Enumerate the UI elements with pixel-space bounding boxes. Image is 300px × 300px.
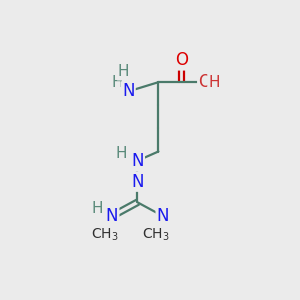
- Text: H: H: [208, 75, 220, 90]
- Text: H: H: [112, 75, 124, 90]
- Text: N: N: [131, 152, 144, 170]
- Text: O: O: [175, 51, 188, 69]
- Text: H: H: [116, 146, 127, 161]
- Text: H: H: [91, 201, 103, 216]
- Text: CH$_3$: CH$_3$: [142, 226, 170, 243]
- Text: O: O: [198, 73, 212, 91]
- Text: N: N: [106, 207, 118, 225]
- Text: CH$_3$: CH$_3$: [91, 226, 119, 243]
- Text: N: N: [131, 172, 144, 190]
- Text: N: N: [157, 207, 169, 225]
- Text: N: N: [122, 82, 134, 100]
- Text: H: H: [118, 64, 129, 79]
